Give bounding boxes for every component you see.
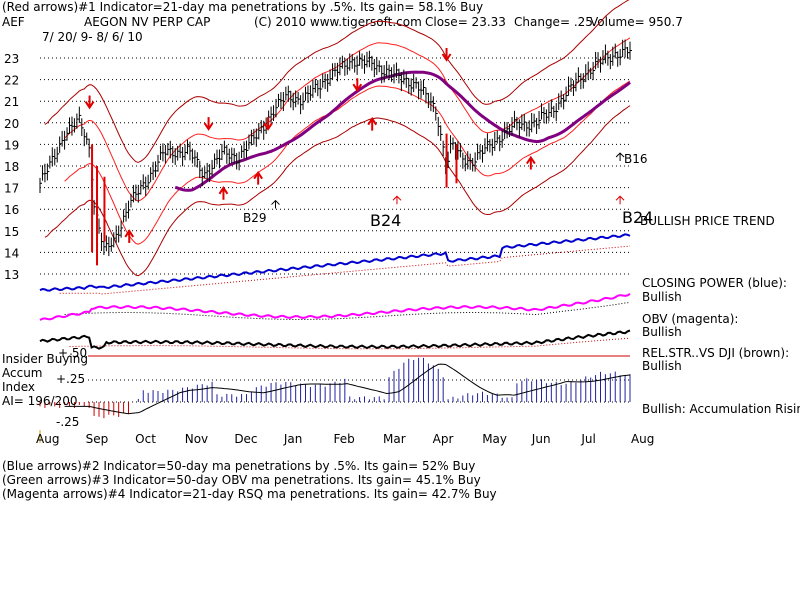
month-label: Sep (86, 432, 109, 446)
price-axis-labels: 23 22 21 20 19 18 17 16 15 14 13 (4, 52, 19, 282)
price-tick-label: 23 (4, 52, 19, 66)
sell-arrow-icon (84, 95, 95, 110)
insider-title-1: Insider Buying (2, 352, 88, 366)
month-label: Feb (333, 432, 354, 446)
obv-state: Bullish (642, 325, 682, 339)
footer-line1: (Blue arrows)#2 Indicator=50-day ma pene… (2, 459, 476, 473)
annotation-arrow-icon (271, 199, 280, 209)
b24-label: B24 (370, 211, 401, 230)
price-tick-label: 22 (4, 74, 19, 88)
buy-arrow-icon (124, 229, 135, 243)
month-label: Nov (185, 432, 208, 446)
closing-power-ma (59, 245, 631, 295)
accum-state: Bullish: Accumulation Rising (642, 402, 800, 416)
price-tick-label: 13 (4, 268, 19, 282)
obv-ma (64, 301, 631, 320)
month-label: Oct (135, 432, 156, 446)
month-label: Apr (433, 432, 454, 446)
price-tick-label: 15 (4, 225, 19, 239)
annotation-arrow-icon (615, 152, 625, 162)
company-name: AEGON NV PERP CAP (84, 15, 210, 29)
accum-level-plus25: +.25 (56, 372, 85, 386)
outer-band-upper (44, 0, 630, 163)
closing-power-state: Bullish (642, 290, 682, 304)
relstr-ma (69, 337, 631, 350)
price-trend-label: BULLISH PRICE TREND (640, 214, 775, 228)
price-tick-label: 19 (4, 138, 19, 152)
header-line1: (Red arrows)#1 Indicator=21-day ma penet… (2, 0, 483, 14)
month-axis-labels: Aug Sep Oct Nov Dec Jan Feb Mar Apr May Jun Jul Aug (36, 432, 654, 446)
sell-arrow-icon (441, 48, 452, 62)
ma50-line (174, 70, 631, 192)
close-value: Close= 23.33 (425, 15, 506, 29)
insider-title-2: Accum (2, 366, 43, 380)
insider-ai: AI= 196/200 (2, 394, 77, 408)
closing-power-line (39, 233, 631, 292)
price-bars (39, 39, 632, 257)
accum-ma-line (64, 363, 631, 415)
signal-arrows (84, 48, 625, 266)
buy-arrow-icon (218, 185, 229, 200)
month-label: Dec (234, 432, 257, 446)
b16-label: B16 (624, 152, 648, 166)
accum-level-minus25: -.25 (56, 415, 79, 429)
change-value: Change= .25 (514, 15, 593, 29)
price-tick-label: 20 (4, 117, 19, 131)
month-label: Aug (36, 432, 59, 446)
sell-arrow-icon (203, 117, 214, 131)
month-label: Aug (631, 432, 654, 446)
relstr-line (39, 329, 631, 350)
thin-buy-arrow-icon (615, 195, 625, 205)
month-label: Mar (383, 432, 406, 446)
b29-label: B29 (243, 211, 267, 225)
price-tick-label: 18 (4, 160, 19, 174)
date-range: 7/ 20/ 9- 8/ 6/ 10 (42, 30, 143, 44)
sell-arrow-icon (263, 117, 273, 131)
b24-right-label: B24 (622, 208, 653, 227)
thin-buy-arrow-icon (392, 195, 402, 205)
insider-title-3: Index (2, 380, 35, 394)
obv-label: OBV (magenta): (642, 312, 738, 326)
price-tick-label: 16 (4, 203, 19, 217)
month-label: Jan (283, 432, 303, 446)
price-tick-label: 17 (4, 182, 19, 196)
footer-line3: (Magenta arrows)#4 Indicator=21-day RSQ … (2, 487, 497, 501)
month-label: Jul (580, 432, 595, 446)
outer-band-lower (44, 105, 631, 277)
ticker-symbol: AEF (2, 15, 25, 29)
accum-level-plus50: +.50 (58, 346, 87, 360)
relstr-state: Bullish (642, 359, 682, 373)
price-tick-label: 21 (4, 95, 19, 109)
buy-arrow-icon (526, 155, 536, 170)
buy-arrow-icon (367, 116, 378, 131)
copyright: (C) 2010 www.tigersoft.com (254, 15, 422, 29)
month-label: May (482, 432, 507, 446)
inner-band-lower (64, 80, 631, 245)
sell-arrow-icon (352, 78, 363, 93)
buy-arrow-icon (253, 170, 263, 185)
price-tick-label: 14 (4, 246, 19, 260)
accum-grid (88, 355, 630, 403)
footer-line2: (Green arrows)#3 Indicator=50-day OBV ma… (2, 473, 481, 487)
volume-value: Volume= 950.7 (590, 15, 683, 29)
month-label: Jun (531, 432, 551, 446)
closing-power-label: CLOSING POWER (blue): (642, 276, 787, 290)
obv-line (39, 293, 631, 321)
relstr-label: REL.STR..VS DJI (brown): (642, 346, 789, 360)
